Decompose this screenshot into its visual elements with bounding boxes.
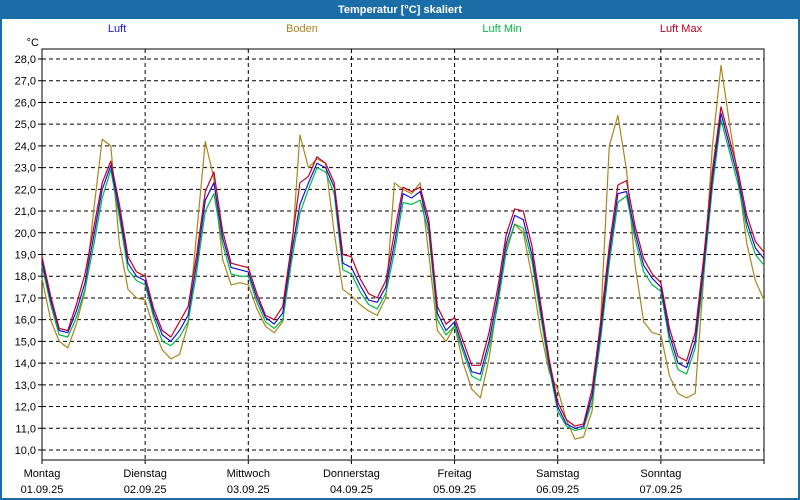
day-label: Samstag: [536, 468, 579, 480]
y-tick-label: 23,0: [15, 163, 36, 175]
y-tick-label: 22,0: [15, 184, 36, 196]
y-tick-label: 16,0: [15, 315, 36, 327]
day-label: Montag: [24, 468, 61, 480]
date-label: 05.09.25: [433, 484, 476, 496]
y-tick-label: 12,0: [15, 402, 36, 414]
y-tick-label: 11,0: [15, 423, 36, 435]
day-label: Freitag: [437, 468, 471, 480]
y-tick-label: 26,0: [15, 97, 36, 109]
y-axis-unit-label: °C: [27, 37, 39, 49]
date-label: 04.09.25: [330, 484, 373, 496]
legend-item-luft-min: Luft Min: [482, 23, 522, 35]
series-line-boden: [41, 64, 765, 440]
window-title: Temperatur [°C] skaliert: [337, 4, 462, 16]
date-label: 07.09.25: [639, 484, 682, 496]
y-tick-label: 17,0: [15, 293, 36, 305]
legend-row: Luft Boden Luft Min Luft Max: [2, 19, 798, 41]
date-label: 02.09.25: [124, 484, 167, 496]
y-tick-label: 15,0: [15, 336, 36, 348]
series-line-luft-max: [41, 106, 765, 427]
legend-item-luft: Luft: [107, 23, 127, 35]
date-label: 03.09.25: [227, 484, 270, 496]
legend-item-boden: Boden: [286, 23, 318, 35]
day-label: Dienstag: [123, 468, 166, 480]
y-tick-label: 24,0: [15, 141, 36, 153]
y-tick-label: 20,0: [15, 228, 36, 240]
y-tick-label: 21,0: [15, 206, 36, 218]
day-label: Mittwoch: [227, 468, 270, 480]
series-line-luft-min: [41, 119, 765, 432]
y-tick-label: 18,0: [15, 271, 36, 283]
day-label: Donnerstag: [323, 468, 380, 480]
y-tick-label: 13,0: [15, 380, 36, 392]
y-tick-label: 19,0: [15, 250, 36, 262]
y-tick-label: 14,0: [15, 358, 36, 370]
title-bar[interactable]: Temperatur [°C] skaliert: [2, 2, 798, 19]
day-label: Sonntag: [640, 468, 681, 480]
plot-border: [41, 48, 765, 461]
date-label: 06.09.25: [536, 484, 579, 496]
series-line-luft: [41, 112, 765, 429]
y-tick-label: 27,0: [15, 76, 36, 88]
y-tick-label: 25,0: [15, 119, 36, 131]
y-tick-label: 10,0: [15, 445, 36, 457]
date-label: 01.09.25: [21, 484, 64, 496]
legend-item-luft-max: Luft Max: [659, 23, 703, 35]
y-tick-label: 28,0: [15, 54, 36, 66]
